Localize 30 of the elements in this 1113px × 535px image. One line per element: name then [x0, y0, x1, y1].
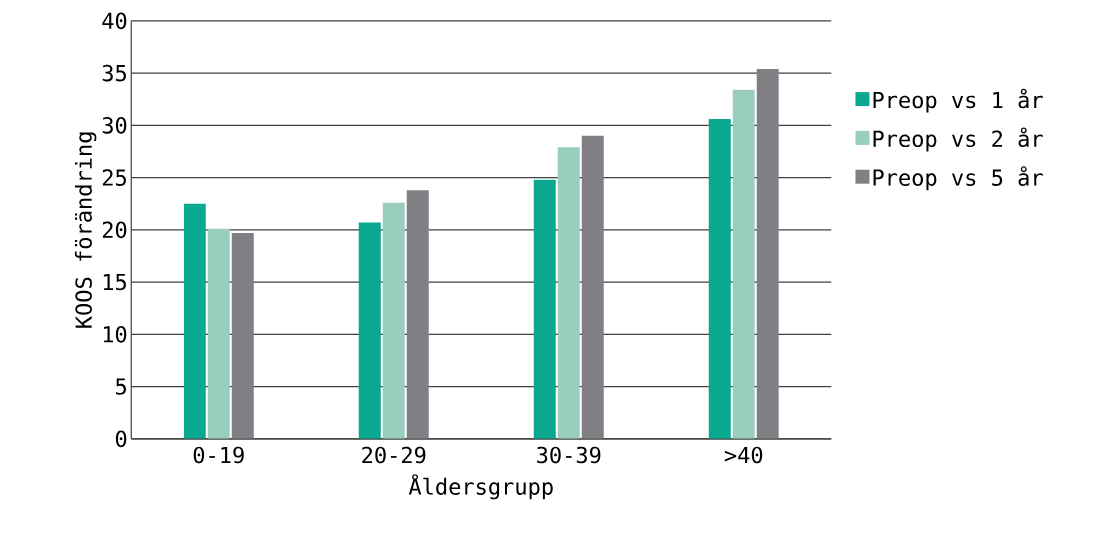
y-tick-label: 5 — [116, 378, 126, 395]
y-tick-label: 30 — [102, 117, 127, 134]
x-tick-label: 30-39 — [537, 446, 601, 464]
legend-label: Preop vs 5 år — [873, 166, 1043, 191]
y-tick-label: 20 — [102, 221, 127, 239]
bar — [231, 232, 254, 439]
x-tick-label: 0-19 — [193, 446, 244, 464]
legend-label: Preop vs 2 år — [873, 127, 1043, 152]
bar — [406, 190, 429, 439]
x-tick-label: 20-29 — [362, 446, 426, 464]
y-tick-label: 15 — [103, 273, 126, 291]
bar — [382, 202, 405, 439]
bar — [183, 203, 206, 439]
bar — [533, 179, 556, 439]
y-axis-title: KOOS förändring — [74, 132, 97, 328]
bar — [207, 228, 230, 439]
x-axis-title: Åldersgrupp — [408, 474, 553, 500]
x-tick-label: >40 — [724, 446, 763, 464]
y-tick-label: 10 — [103, 326, 127, 343]
bar — [708, 119, 731, 439]
y-tick-label: 25 — [102, 169, 126, 186]
bar — [358, 222, 381, 439]
bar — [756, 68, 779, 439]
legend-label: Preop vs 1 år — [873, 88, 1043, 113]
bar — [557, 147, 580, 439]
y-tick-label: 0 — [115, 430, 127, 448]
bar — [581, 135, 604, 439]
y-tick-label: 35 — [102, 64, 126, 82]
bar — [732, 89, 755, 439]
y-tick-label: 40 — [102, 12, 127, 30]
